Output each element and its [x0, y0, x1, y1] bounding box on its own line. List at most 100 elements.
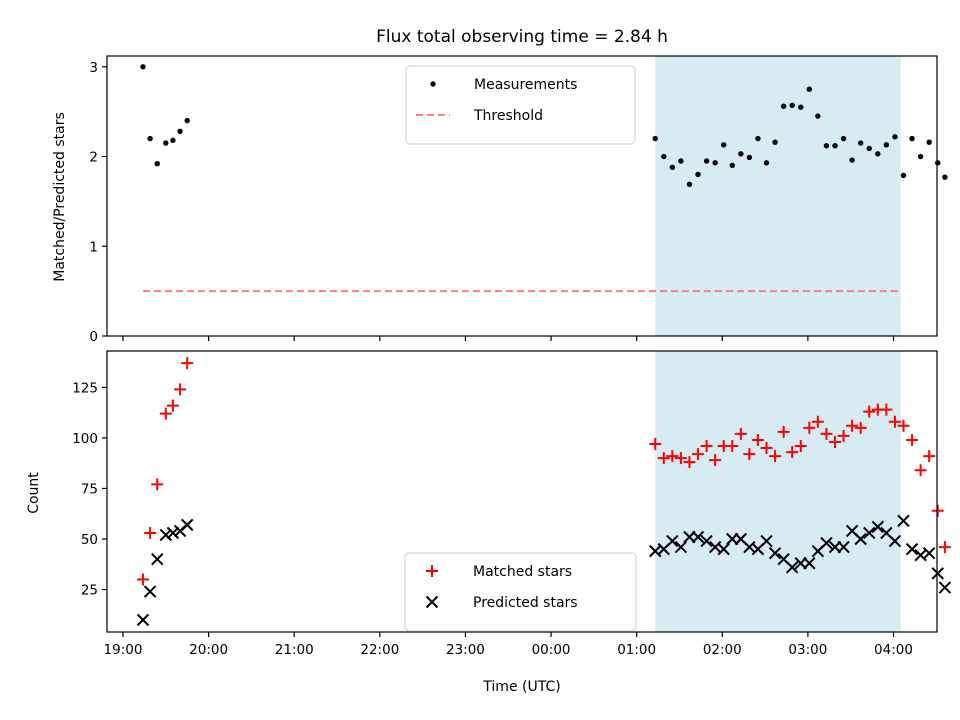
- y-tick-label: 75: [81, 481, 98, 497]
- measurement-point: [780, 103, 787, 109]
- measurement-point: [798, 104, 804, 110]
- matched-star-point: [692, 448, 705, 461]
- matched-star-point: [794, 440, 807, 453]
- chart-panels: 0 1 2 3 Measurements Threshold 25 50 75 100 125 19:…: [72, 55, 952, 658]
- predicted-star-point: [760, 534, 773, 548]
- predicted-star-point: [143, 585, 157, 598]
- matched-star-point: [846, 419, 859, 432]
- legend-label: Predicted stars: [473, 595, 578, 611]
- measurement-point: [909, 135, 915, 142]
- measurement-point: [163, 140, 169, 146]
- matched-star-point: [837, 429, 850, 442]
- matched-star-point: [811, 415, 824, 428]
- matched-star-point: [923, 450, 936, 463]
- matched-star-point: [657, 452, 670, 465]
- predicted-star-point: [717, 542, 730, 556]
- predicted-star-point: [854, 532, 867, 546]
- measurement-point: [892, 134, 898, 140]
- x-axis-label: Time (UTC): [482, 679, 560, 695]
- matched-star-point: [828, 435, 841, 448]
- x-tick-label: 00:00: [532, 642, 571, 658]
- measurement-point: [763, 160, 770, 166]
- measurement-point: [832, 143, 838, 149]
- observing-window-shading: [655, 56, 901, 336]
- matched-star-point: [880, 403, 893, 416]
- predicted-star-point: [768, 546, 782, 560]
- x-tick-label: 20:00: [189, 642, 228, 658]
- predicted-star-point: [863, 526, 876, 540]
- matched-star-point: [786, 446, 799, 459]
- predicted-star-point: [938, 581, 952, 594]
- matched-star-point: [854, 421, 867, 434]
- measurement-point: [154, 160, 160, 167]
- measurement-point: [789, 102, 795, 109]
- matched-star-point: [726, 440, 739, 453]
- measurement-point: [686, 181, 693, 188]
- measurement-point: [147, 135, 153, 142]
- measurement-point: [177, 128, 183, 135]
- matched-star-point: [888, 415, 901, 428]
- matched-star-point: [136, 573, 149, 586]
- matched-star-point: [751, 433, 764, 446]
- predicted-star-point: [803, 557, 816, 570]
- predicted-star-point: [931, 567, 944, 580]
- legend-1: Measurements Threshold: [405, 65, 636, 145]
- matched-star-point: [159, 407, 172, 420]
- y-tick-label: 25: [81, 583, 98, 599]
- matched-star-point: [938, 541, 951, 554]
- predicted-star-point: [136, 613, 150, 627]
- matched-star-point: [803, 421, 816, 434]
- predicted-star-point: [159, 528, 173, 542]
- legend-label: Matched stars: [473, 564, 572, 580]
- measurement-point: [866, 145, 872, 152]
- legend-label: Threshold: [473, 108, 543, 124]
- matched-star-point: [914, 464, 927, 477]
- measurement-point: [170, 137, 176, 144]
- y-tick-label: 1: [89, 239, 98, 255]
- measurement-point: [755, 135, 761, 142]
- axes-frame: [106, 350, 938, 633]
- matched-star-point: [700, 440, 713, 453]
- measurement-point: [917, 153, 924, 160]
- measurement-point: [926, 139, 932, 145]
- matched-star-point: [666, 450, 679, 463]
- measurement-point: [184, 117, 190, 124]
- y-tick-label: 3: [89, 60, 98, 76]
- matched-star-point: [777, 425, 790, 438]
- y-tick-label: 50: [81, 532, 98, 548]
- matched-star-point: [863, 405, 876, 418]
- predicted-star-point: [837, 540, 850, 554]
- predicted-star-point: [871, 520, 885, 534]
- top-y-axis-label: Matched/Predicted stars: [52, 112, 68, 282]
- predicted-star-point: [820, 536, 833, 550]
- matched-star-point: [931, 504, 944, 517]
- predicted-star-point: [905, 542, 919, 556]
- measurement-point: [652, 135, 658, 142]
- predicted-star-point: [666, 534, 679, 548]
- measurement-point: [875, 151, 881, 157]
- measurement-point: [721, 142, 727, 148]
- measurement-point: [883, 142, 890, 148]
- y-tick-label: 125: [72, 380, 98, 396]
- panel-1: 0 1 2 3 Measurements Threshold: [89, 55, 948, 345]
- matched-star-point: [166, 399, 179, 412]
- measurement-point: [806, 86, 813, 92]
- predicted-star-point: [181, 518, 194, 532]
- legend-box: [404, 552, 637, 632]
- matched-star-point: [709, 454, 722, 467]
- bottom-y-axis-label: Count: [26, 472, 42, 514]
- matched-star-point: [649, 437, 662, 450]
- x-tick-label: 22:00: [360, 642, 399, 658]
- x-tick-label: 03:00: [788, 642, 827, 658]
- matched-star-point: [683, 456, 696, 469]
- measurement-point: [815, 113, 821, 119]
- predicted-star-point: [785, 561, 799, 574]
- measurement-point: [840, 135, 847, 142]
- matched-star-point: [743, 448, 756, 461]
- predicted-star-point: [897, 514, 910, 528]
- matched-star-point: [760, 442, 773, 455]
- legend-label: Measurements: [474, 77, 577, 93]
- matched-star-point: [674, 452, 687, 465]
- matched-star-point: [769, 450, 782, 463]
- predicted-star-point: [922, 546, 936, 560]
